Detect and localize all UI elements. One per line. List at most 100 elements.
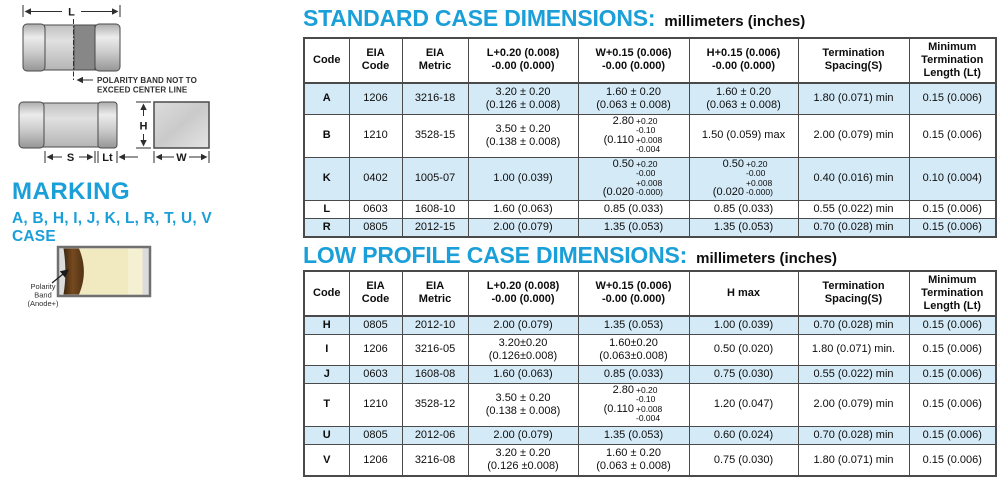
table-cell: 1210 xyxy=(348,382,403,427)
dim-label-w: W xyxy=(176,152,187,164)
table-cell: 0.15 (0.006) xyxy=(908,113,997,158)
low-profile-title-text: LOW PROFILE CASE DIMENSIONS: xyxy=(303,242,688,268)
diagram-panel: L POLARITY BAND NOT TO EXCEED CENTER LIN… xyxy=(0,0,300,478)
table-cell: 1005-07 xyxy=(401,156,469,201)
table-cell: 3.50 ± 0.20 (0.138 ± 0.008) xyxy=(467,382,579,427)
chip-top-view xyxy=(22,23,121,72)
table-row-K: K 0402 1005-07 1.00 (0.039) 0.50 +0.20 -0.00 +0… xyxy=(303,156,997,201)
table-cell: 3.20 ± 0.20 (0.126 ±0.008) xyxy=(467,443,579,477)
table-cell: 0.40 (0.016) min xyxy=(797,156,910,201)
column-header: Termination Spacing(S) xyxy=(797,37,910,84)
table-cell: 1.50 (0.059) max xyxy=(688,113,799,158)
column-header: Minimum Termination Length (Lt) xyxy=(908,37,997,84)
column-header: H+0.15 (0.006) -0.00 (0.000) xyxy=(688,37,799,84)
table-cell: 0.75 (0.030) xyxy=(688,364,799,384)
table-cell: 0.50 (0.020) xyxy=(688,333,799,366)
table-cell: 3.20±0.20 (0.126±0.008) xyxy=(467,333,579,366)
standard-title-text: STANDARD CASE DIMENSIONS: xyxy=(303,5,656,31)
marking-heading: MARKING xyxy=(12,178,131,205)
table-cell: 1.60±0.20 (0.063±0.008) xyxy=(577,333,690,366)
table-cell: 2.00 (0.079) xyxy=(467,217,579,238)
table-row-B: B 1210 3528-15 3.50 ± 0.20 (0.138 ± 0.008) 2.… xyxy=(303,113,997,158)
table-cell: 1.60 (0.063) xyxy=(467,199,579,219)
table-cell: 1.00 (0.039) xyxy=(688,315,799,335)
table-cell: 1.35 (0.053) xyxy=(577,315,690,335)
table-cell: 0.60 (0.024) xyxy=(688,425,799,445)
table-cell: 2.80 +0.20 -0.10 (0.110 +0.008 -0.004 xyxy=(577,382,690,427)
table-cell: 0805 xyxy=(348,217,403,238)
table-cell: 1608-08 xyxy=(401,364,469,384)
column-header: L+0.20 (0.008) -0.00 (0.000) xyxy=(467,37,579,84)
table-cell: 0.15 (0.006) xyxy=(908,425,997,445)
table-cell: V xyxy=(303,443,350,477)
table-cell: R xyxy=(303,217,350,238)
table-cell: 0.70 (0.028) min xyxy=(797,425,910,445)
table-cell: 0.55 (0.022) min xyxy=(797,199,910,219)
table-cell: 0.85 (0.033) xyxy=(577,199,690,219)
column-header: EIA Metric xyxy=(401,37,469,84)
header-row: Code EIA Code EIA Metric L+0.20 (0.008) -0.00 … xyxy=(303,270,997,317)
table-cell: 3216-18 xyxy=(401,82,469,115)
table-cell: 0.70 (0.028) min xyxy=(797,315,910,335)
polarity-band-top-view xyxy=(73,24,96,71)
column-header: EIA Code xyxy=(348,37,403,84)
table-cell: 1608-10 xyxy=(401,199,469,219)
column-header: W+0.15 (0.006) -0.00 (0.000) xyxy=(577,270,690,317)
tolerance-cell: 0.50 +0.20 -0.00 +0.008 (0.020 -0.000) xyxy=(712,157,773,199)
table-cell: 1.60 ± 0.20 (0.063 ± 0.008) xyxy=(577,82,690,115)
table-cell: 1.20 (0.047) xyxy=(688,382,799,427)
table-cell: 0.15 (0.006) xyxy=(908,199,997,219)
table-cell: 0.75 (0.030) xyxy=(688,443,799,477)
column-header: Code xyxy=(303,37,350,84)
column-header: W+0.15 (0.006) -0.00 (0.000) xyxy=(577,37,690,84)
table-cell: 3216-08 xyxy=(401,443,469,477)
table-row-L: L 0603 1608-10 1.60 (0.063) 0.85 (0.033) 0.85… xyxy=(303,199,997,219)
table-cell: 1206 xyxy=(348,82,403,115)
marking-case-word: CASE xyxy=(12,228,56,245)
table-row-J: J 0603 1608-08 1.60 (0.063) 0.85 (0.033) 0.75… xyxy=(303,364,997,384)
case-dimension-diagram: L POLARITY BAND NOT TO EXCEED CENTER LIN… xyxy=(18,5,210,164)
polarity-band-marking xyxy=(63,248,84,295)
table-row-H: H 0805 2012-10 2.00 (0.079) 1.35 (0.053) 1.00… xyxy=(303,315,997,335)
tolerance-cell: 2.80 +0.20 -0.10 (0.110 +0.008 -0.004 xyxy=(603,383,663,424)
table-cell: 0805 xyxy=(348,315,403,335)
table-cell: U xyxy=(303,425,350,445)
table-cell: 0.70 (0.028) min xyxy=(797,217,910,238)
column-header: EIA Code xyxy=(348,270,403,317)
marking-chip-body-sheen xyxy=(128,248,143,295)
table-cell: 2.00 (0.079) xyxy=(467,425,579,445)
column-header: EIA Metric xyxy=(401,270,469,317)
table-cell: 1.80 (0.071) min. xyxy=(797,333,910,366)
table-cell: 1.60 ± 0.20 (0.063 ± 0.008) xyxy=(688,82,799,115)
dimension-s-lt-w xyxy=(44,151,210,163)
table-cell: 0402 xyxy=(348,156,403,201)
table-cell: 1.35 (0.053) xyxy=(577,425,690,445)
low-profile-table-title: LOW PROFILE CASE DIMENSIONS: millimeters… xyxy=(303,242,837,269)
table-cell: 2.00 (0.079) xyxy=(467,315,579,335)
table-cell: 1.80 (0.071) min xyxy=(797,443,910,477)
table-cell: 3.50 ± 0.20 (0.138 ± 0.008) xyxy=(467,113,579,158)
polarity-label-arrow xyxy=(51,269,69,284)
table-cell: 3216-05 xyxy=(401,333,469,366)
table-cell: K xyxy=(303,156,350,201)
table-row-V: V 1206 3216-08 3.20 ± 0.20 (0.126 ±0.008) 1.6… xyxy=(303,443,997,477)
chip-side-view xyxy=(18,101,118,149)
table-cell: 1.60 ± 0.20 (0.063 ± 0.008) xyxy=(577,443,690,477)
table-cell: 3528-15 xyxy=(401,113,469,158)
table-cell: 2.00 (0.079) min xyxy=(797,113,910,158)
column-header: L+0.20 (0.008) -0.00 (0.000) xyxy=(467,270,579,317)
table-cell: A xyxy=(303,82,350,115)
table-cell: L xyxy=(303,199,350,219)
table-cell: 0.50 +0.20 -0.00 +0.008 (0.020 -0.000) xyxy=(688,156,799,201)
table-cell: 0.10 (0.004) xyxy=(908,156,997,201)
table-cell: 1.35 (0.053) xyxy=(577,217,690,238)
table-cell: 0603 xyxy=(348,364,403,384)
marking-case-codes: A, B, H, I, J, K, L, R, T, U, V xyxy=(12,210,212,227)
column-header: Code xyxy=(303,270,350,317)
table-cell: H xyxy=(303,315,350,335)
polarity-note-line1: POLARITY BAND NOT TO xyxy=(97,76,197,85)
dimension-h xyxy=(136,101,151,149)
polarity-note-line2: EXCEED CENTER LINE xyxy=(97,86,188,95)
table-cell: 3528-12 xyxy=(401,382,469,427)
